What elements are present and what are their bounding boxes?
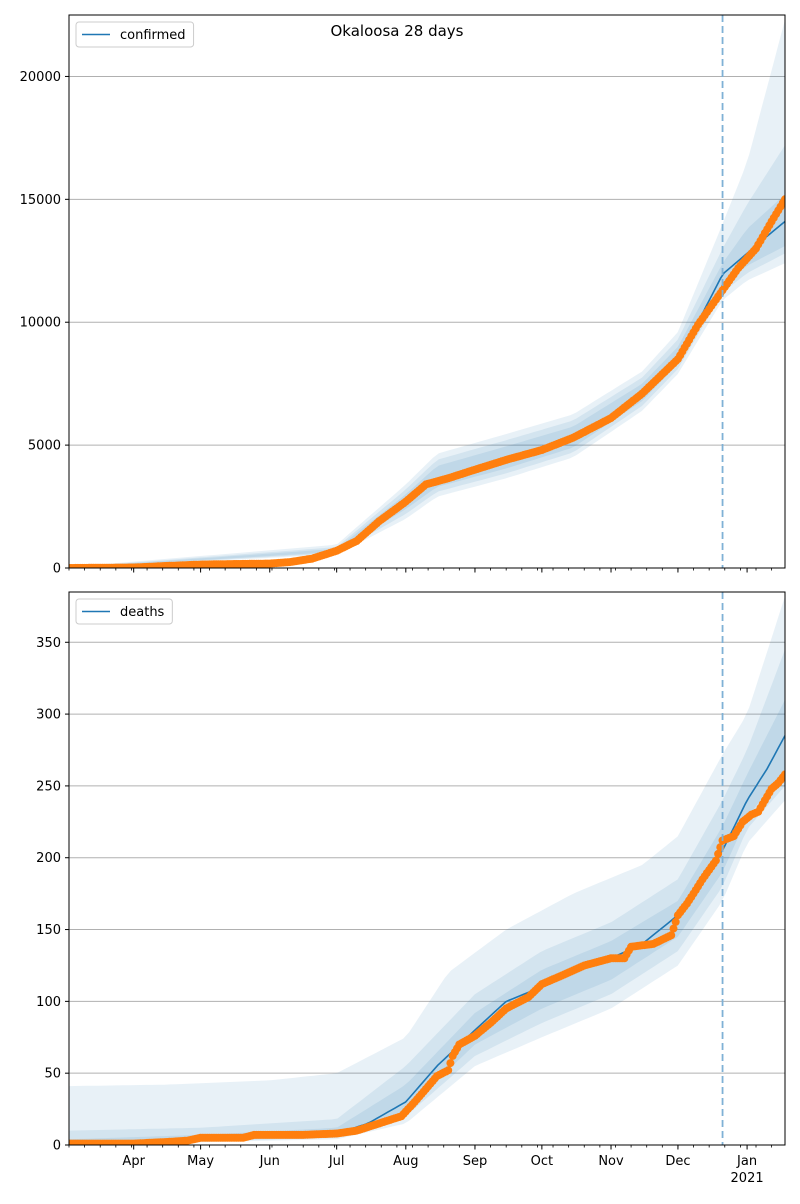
uncertainty-band-3 xyxy=(69,194,785,568)
axes-frame xyxy=(68,14,786,569)
observed-point xyxy=(711,856,720,865)
x-tick-label: Aug xyxy=(393,1154,418,1169)
y-tick-label: 15000 xyxy=(20,193,61,208)
legend-box xyxy=(75,21,195,48)
y-tick-label: 50 xyxy=(44,1067,61,1082)
x-tick-label: Jan xyxy=(736,1154,757,1169)
y-tick-label: 350 xyxy=(36,636,61,651)
legend-label: deaths xyxy=(120,605,165,620)
y-tick-label: 200 xyxy=(36,851,61,866)
x-tick-label: Jun xyxy=(259,1154,280,1169)
observed-point xyxy=(669,924,678,933)
legend-label: confirmed xyxy=(120,28,186,43)
legend: deaths xyxy=(75,598,173,625)
x-tick-year-label: 2021 xyxy=(731,1171,764,1186)
y-tick-label: 5000 xyxy=(28,439,61,454)
x-tick-label: Sep xyxy=(463,1154,488,1169)
observed-series xyxy=(69,770,785,1145)
plot-area xyxy=(69,15,785,568)
x-tick-label: Oct xyxy=(531,1154,553,1169)
confirmed-panel: 0 5000 10000 15000 20000 confirmed xyxy=(20,14,786,577)
x-tick-label: May xyxy=(187,1154,214,1169)
observed-series xyxy=(69,195,785,568)
x-tick-label: Apr xyxy=(122,1154,145,1169)
observed-point xyxy=(671,917,680,926)
figure-title: Okaloosa 28 days xyxy=(331,22,464,40)
x-tick-label: Jul xyxy=(328,1154,345,1169)
axes-frame xyxy=(68,591,786,1146)
uncertainty-band-1 xyxy=(69,596,785,1145)
observed-point xyxy=(444,1066,453,1075)
uncertainty-band-1 xyxy=(69,19,785,568)
legend: confirmed xyxy=(75,21,195,48)
y-tick-label: 10000 xyxy=(20,316,61,331)
uncertainty-band-2 xyxy=(69,649,785,1145)
observed-point xyxy=(781,195,785,204)
observed-point xyxy=(667,931,676,940)
y-tick-label: 150 xyxy=(36,923,61,938)
y-tick-label: 20000 xyxy=(20,70,61,85)
y-tick-label: 250 xyxy=(36,779,61,794)
observed-point xyxy=(446,1059,455,1068)
x-tick-label: Dec xyxy=(665,1154,690,1169)
y-tick-label: 100 xyxy=(36,995,61,1010)
observed-point xyxy=(714,849,723,858)
legend-box xyxy=(75,598,173,625)
x-tick-label: Nov xyxy=(598,1154,624,1169)
y-tick-label: 0 xyxy=(53,1139,61,1154)
plot-area xyxy=(69,592,785,1145)
y-tick-label: 0 xyxy=(53,562,61,577)
deaths-panel: 0 50 100 150 200 250 300 350 Apr May Jun Jul Aug Sep O… xyxy=(36,591,786,1186)
observed-point xyxy=(781,770,785,779)
y-tick-label: 300 xyxy=(36,708,61,723)
